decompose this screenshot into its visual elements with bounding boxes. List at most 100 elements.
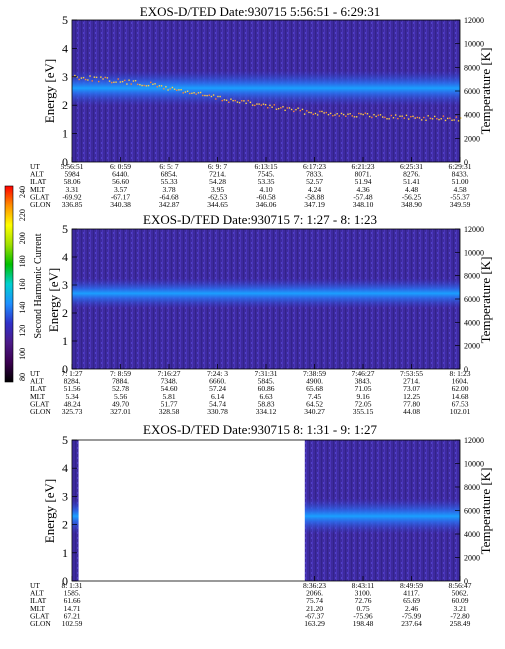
table-cell: 6:29:31 bbox=[449, 162, 472, 171]
table-cell: 3.78 bbox=[162, 185, 175, 194]
temperature-point bbox=[176, 89, 178, 91]
temperature-point bbox=[117, 78, 119, 80]
temperature-point bbox=[355, 116, 358, 118]
temperature-point bbox=[269, 104, 271, 107]
temperature-point bbox=[293, 110, 295, 113]
table-cell: 325.73 bbox=[62, 407, 83, 416]
temperature-point bbox=[420, 119, 423, 121]
temperature-point bbox=[323, 112, 325, 114]
temperature-point bbox=[115, 81, 117, 83]
temperature-point bbox=[433, 115, 436, 118]
energy-band bbox=[72, 278, 460, 309]
table-cell: 77.80 bbox=[403, 399, 420, 408]
table-row-label: MLT bbox=[30, 392, 46, 401]
temperature-point bbox=[299, 109, 301, 112]
panel-1-spectrogram bbox=[72, 70, 462, 122]
panel-3-y2-label: Temperature [K] bbox=[478, 468, 493, 555]
table-cell: 7:16:27 bbox=[158, 369, 181, 378]
table-cell: 6.14 bbox=[211, 392, 224, 401]
table-cell: 330.78 bbox=[207, 407, 228, 416]
temperature-point bbox=[134, 79, 137, 82]
table-cell: 237.64 bbox=[401, 619, 422, 628]
temperature-point bbox=[308, 111, 310, 114]
temperature-point bbox=[102, 78, 104, 80]
table-cell: -72.80 bbox=[450, 611, 470, 620]
temperature-point bbox=[425, 119, 427, 121]
temperature-point bbox=[342, 113, 345, 116]
y2-tick-label: 8000 bbox=[464, 272, 480, 281]
temperature-point bbox=[273, 104, 275, 106]
table-cell: 6:17:23 bbox=[303, 162, 326, 171]
temperature-point bbox=[340, 112, 343, 115]
temperature-point bbox=[104, 76, 106, 79]
table-cell: 102.01 bbox=[450, 407, 471, 416]
temperature-point bbox=[286, 107, 288, 109]
table-cell: 60.86 bbox=[258, 384, 275, 393]
temperature-point bbox=[210, 95, 213, 98]
temperature-point bbox=[423, 116, 425, 119]
temperature-point bbox=[453, 119, 455, 121]
temperature-point bbox=[438, 118, 440, 121]
temperature-point bbox=[147, 84, 150, 87]
temperature-point bbox=[206, 94, 208, 97]
colorbar: 80 100 120 140 160 180 200 220 240 Second Harmon… bbox=[4, 185, 44, 383]
temperature-point bbox=[349, 113, 351, 115]
temperature-point bbox=[262, 103, 265, 105]
table-cell: 64.52 bbox=[306, 399, 323, 408]
data-gap bbox=[78, 440, 305, 581]
temperature-point bbox=[371, 116, 373, 119]
y-tick-label: 4 bbox=[62, 461, 68, 475]
table-cell: 4.58 bbox=[453, 185, 466, 194]
temperature-point bbox=[225, 99, 228, 102]
panel-3: EXOS-D/TED Date:930715 8: 1:31 - 9: 1:27… bbox=[30, 422, 493, 628]
temperature-point bbox=[74, 74, 76, 77]
table-cell: 4900. bbox=[306, 377, 323, 386]
temperature-point bbox=[169, 88, 171, 90]
temperature-point bbox=[410, 115, 412, 118]
temperature-point bbox=[152, 83, 154, 86]
temperature-point bbox=[82, 76, 85, 79]
temperature-point bbox=[329, 112, 332, 115]
table-cell: 3.31 bbox=[65, 185, 78, 194]
table-cell: -75.99 bbox=[402, 611, 422, 620]
panel-3-spectrogram bbox=[72, 440, 460, 581]
y2-tick-label: 4000 bbox=[464, 318, 480, 327]
panel-2-spectrogram bbox=[72, 278, 460, 309]
table-cell: 349.59 bbox=[450, 200, 471, 209]
colorbar-scale bbox=[4, 185, 14, 383]
temperature-point bbox=[178, 89, 180, 91]
table-cell: 72.76 bbox=[355, 596, 372, 605]
temperature-point bbox=[113, 81, 115, 83]
temperature-point bbox=[245, 102, 247, 105]
table-cell: 102.59 bbox=[62, 619, 83, 628]
temperature-point bbox=[143, 84, 145, 87]
table-cell: 6: 0:59 bbox=[110, 162, 131, 171]
panel-1-y-label: Energy [eV] bbox=[42, 59, 57, 123]
table-cell: 55.33 bbox=[161, 177, 178, 186]
temperature-point bbox=[165, 86, 167, 88]
temperature-point bbox=[403, 117, 406, 119]
colorbar-tick-label: 100 bbox=[18, 348, 27, 360]
temperature-point bbox=[91, 80, 93, 82]
table-row-label: MLT bbox=[30, 185, 46, 194]
y-tick-label: 5 bbox=[62, 13, 68, 27]
y-tick-label: 4 bbox=[62, 250, 68, 264]
temperature-point bbox=[301, 108, 304, 111]
table-row-label: UT bbox=[30, 369, 40, 378]
table-row-label: GLAT bbox=[30, 192, 50, 201]
temperature-point bbox=[390, 114, 393, 117]
table-cell: 8:36:23 bbox=[303, 581, 326, 590]
y-tick-label: 2 bbox=[62, 306, 68, 320]
y-tick-label: 3 bbox=[62, 70, 68, 84]
table-row-label: ALT bbox=[30, 170, 44, 179]
table-cell: 75.74 bbox=[306, 596, 323, 605]
y-tick-label: 1 bbox=[62, 334, 68, 348]
table-cell: 12.25 bbox=[403, 392, 420, 401]
temperature-point bbox=[414, 117, 416, 119]
y-tick-label: 1 bbox=[62, 546, 68, 560]
panel-2: EXOS-D/TED Date:930715 7: 1:27 - 8: 1:23… bbox=[30, 212, 493, 416]
table-cell: 7: 8:59 bbox=[110, 369, 131, 378]
temperature-point bbox=[256, 103, 258, 105]
temperature-point bbox=[449, 117, 451, 119]
table-cell: 348.90 bbox=[401, 200, 422, 209]
